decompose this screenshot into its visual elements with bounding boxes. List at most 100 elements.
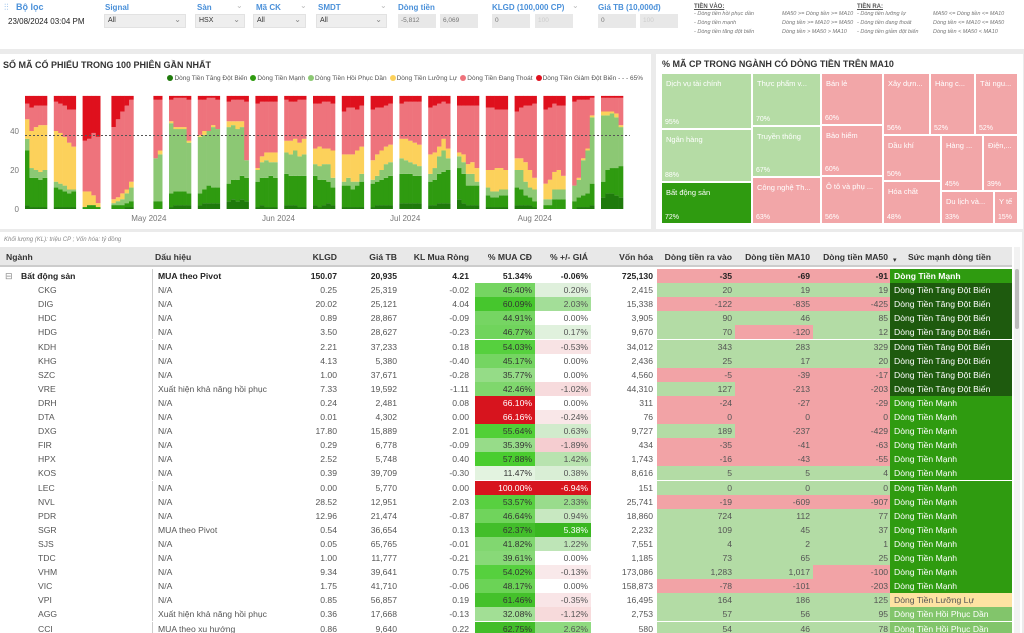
table-row[interactable]: CKG N/A 0.25 25,319 -0.02 45.40% 0.20% 2,415 20 1… [0, 283, 1012, 298]
san-select[interactable]: HSX ⌄ [195, 14, 245, 28]
bar-stack[interactable] [268, 95, 274, 209]
bar-stack[interactable] [288, 95, 294, 209]
treemap-tile[interactable]: Y tế 15% [994, 191, 1018, 224]
signal-select[interactable]: All ⌄ [104, 14, 186, 28]
bar-stack[interactable] [293, 95, 298, 209]
chevron-down-icon[interactable]: ⌄ [300, 1, 307, 10]
bar-stack[interactable] [581, 95, 586, 209]
column-header[interactable]: Sức mạnh dòng tiền [907, 252, 992, 262]
table-row[interactable]: KDH N/A 2.21 37,233 0.18 54.03% -0.53% 34,012 34… [0, 339, 1012, 354]
bar-stack[interactable] [355, 95, 360, 209]
bar-stack[interactable] [71, 95, 77, 209]
klgd-max-input[interactable]: 100 [535, 14, 573, 28]
bar-stack[interactable] [206, 95, 212, 209]
bar-stack[interactable] [552, 95, 557, 209]
table-row[interactable]: DXG N/A 17.80 15,889 2.01 55.64% 0.63% 9,727 189… [0, 424, 1012, 439]
group-row[interactable]: Bất động sản MUA theo Pivot 150.07 20,935 4.… [0, 269, 1012, 284]
bar-stack[interactable] [618, 95, 624, 209]
treemap-tile[interactable]: Bảo hiểm 60% [821, 125, 883, 176]
bar-stack[interactable] [58, 95, 63, 209]
table-row[interactable]: TDC N/A 1.00 11,777 -0.21 39.61% 0.00% 1,185 73 6… [0, 551, 1012, 566]
bar-stack[interactable] [532, 95, 537, 209]
table-row[interactable]: LEC N/A 0.00 5,770 0.00 100.00% -6.94% 151 0 0 0 Dò… [0, 480, 1012, 495]
treemap-tile[interactable]: Du lịch và... 33% [941, 191, 994, 224]
bar-stack[interactable] [231, 95, 236, 209]
bar-stack[interactable] [169, 95, 174, 209]
legend-item[interactable]: Dòng Tiền Đang Thoát [457, 75, 533, 82]
bar-stack[interactable] [609, 95, 615, 209]
legend-item[interactable]: Dòng Tiền Hồi Phục Dần [305, 75, 387, 82]
bar-stack[interactable] [441, 95, 447, 209]
table-row[interactable]: HDG N/A 3.50 28,627 -0.23 46.77% 0.17% 9,670 70-… [0, 325, 1012, 340]
column-header[interactable]: Giá TB [369, 252, 397, 262]
chevron-down-icon[interactable]: ⌄ [380, 1, 387, 10]
column-header[interactable]: Vốn hóa [619, 252, 653, 262]
table-row[interactable]: KOS N/A 0.39 39,709 -0.30 11.47% 0.38% 8,616 5 5 4… [0, 466, 1012, 481]
bar-stack[interactable] [173, 95, 179, 209]
table-row[interactable]: DIG N/A 20.02 25,121 4.04 60.09% 2.03% 15,338 -1… [0, 297, 1012, 312]
treemap-tile[interactable]: Tài ngu... 52% [975, 73, 1018, 135]
bar-stack[interactable] [523, 95, 529, 209]
bar-stack[interactable] [297, 95, 303, 209]
table-row[interactable]: VRE Xuất hiện khả năng hồi phục 7.33 19,592… [0, 381, 1012, 396]
bar-stack[interactable] [519, 95, 524, 209]
bar-stack[interactable] [403, 95, 409, 209]
bar-stack[interactable] [370, 95, 376, 209]
bar-stack[interactable] [255, 95, 261, 209]
table-row[interactable]: CCI MUA theo xu hướng 0.86 9,640 0.22 62.75% 2… [0, 621, 1012, 633]
treemap-tile[interactable]: Ngân hàng 88% [661, 129, 752, 182]
bar-stack[interactable] [215, 95, 221, 209]
bar-stack[interactable] [457, 95, 462, 209]
column-header[interactable]: Ngành [6, 252, 33, 262]
dongtien-min-input[interactable]: -5,812 [398, 14, 436, 28]
bar-stack[interactable] [341, 95, 347, 209]
bar-stack[interactable] [605, 95, 611, 209]
bar-stack[interactable] [244, 95, 249, 209]
bar-stack[interactable] [157, 95, 163, 209]
collapse-toggle-icon[interactable]: ⊟ [5, 271, 13, 281]
bar-stack[interactable] [111, 95, 117, 209]
bar-stack[interactable] [211, 95, 216, 209]
treemap-tile[interactable]: Xây dựn... 56% [883, 73, 930, 135]
bar-stack[interactable] [503, 95, 509, 209]
bar-stack[interactable] [259, 95, 265, 209]
bar-stack[interactable] [124, 95, 130, 209]
bar-stack[interactable] [585, 95, 591, 209]
treemap-tile[interactable]: Dịch vụ tài chính 95% [661, 73, 752, 129]
giatb-min-input[interactable]: 0 [598, 14, 636, 28]
bar-stack[interactable] [379, 95, 385, 209]
legend-item[interactable]: Dòng Tiền Mạnh [247, 75, 305, 82]
table-row[interactable]: HDC N/A 0.89 28,867 -0.09 44.91% 0.00% 3,905 90 4… [0, 311, 1012, 326]
column-header[interactable]: % MUA CĐ [487, 252, 532, 262]
bar-stack[interactable] [330, 95, 336, 209]
bar-stack[interactable] [120, 95, 125, 209]
bar-stack[interactable] [383, 95, 389, 209]
bar-stack[interactable] [62, 95, 68, 209]
table-row[interactable]: SZC N/A 1.00 37,671 -0.28 35.77% 0.00% 4,560 -5-… [0, 367, 1012, 382]
bar-stack[interactable] [95, 95, 101, 209]
bar-stack[interactable] [129, 95, 134, 209]
treemap-tile[interactable]: Điện,... 39% [983, 135, 1018, 191]
column-header[interactable]: KLGD [312, 252, 337, 262]
bar-stack[interactable] [38, 95, 43, 209]
bar-stack[interactable] [561, 95, 566, 209]
chevron-down-icon[interactable]: ⌄ [572, 1, 579, 10]
bar-stack[interactable] [202, 95, 207, 209]
table-row[interactable]: VHM N/A 9.34 39,641 0.75 54.02% -0.13% 173,086 1… [0, 565, 1012, 580]
bar-stack[interactable] [461, 95, 467, 209]
bar-stack[interactable] [25, 95, 30, 209]
scrollbar-thumb[interactable] [1015, 269, 1019, 329]
bar-stack[interactable] [388, 95, 393, 209]
bar-stack[interactable] [359, 95, 365, 209]
bar-stack[interactable] [547, 95, 553, 209]
bar-stack[interactable] [273, 95, 278, 209]
treemap-tile[interactable]: Bán lẻ 60% [821, 73, 883, 125]
table-row[interactable]: FIR N/A 0.29 6,778 -0.09 35.39% -1.89% 434 -35 -4… [0, 438, 1012, 453]
bar-stack[interactable] [177, 95, 183, 209]
bar-stack[interactable] [33, 95, 39, 209]
bar-stack[interactable] [470, 95, 475, 209]
klgd-min-input[interactable]: 0 [492, 14, 530, 28]
bar-stack[interactable] [437, 95, 442, 209]
smdt-select[interactable]: All ⌄ [316, 14, 387, 28]
treemap-tile[interactable]: Hóa chất 48% [883, 181, 941, 224]
